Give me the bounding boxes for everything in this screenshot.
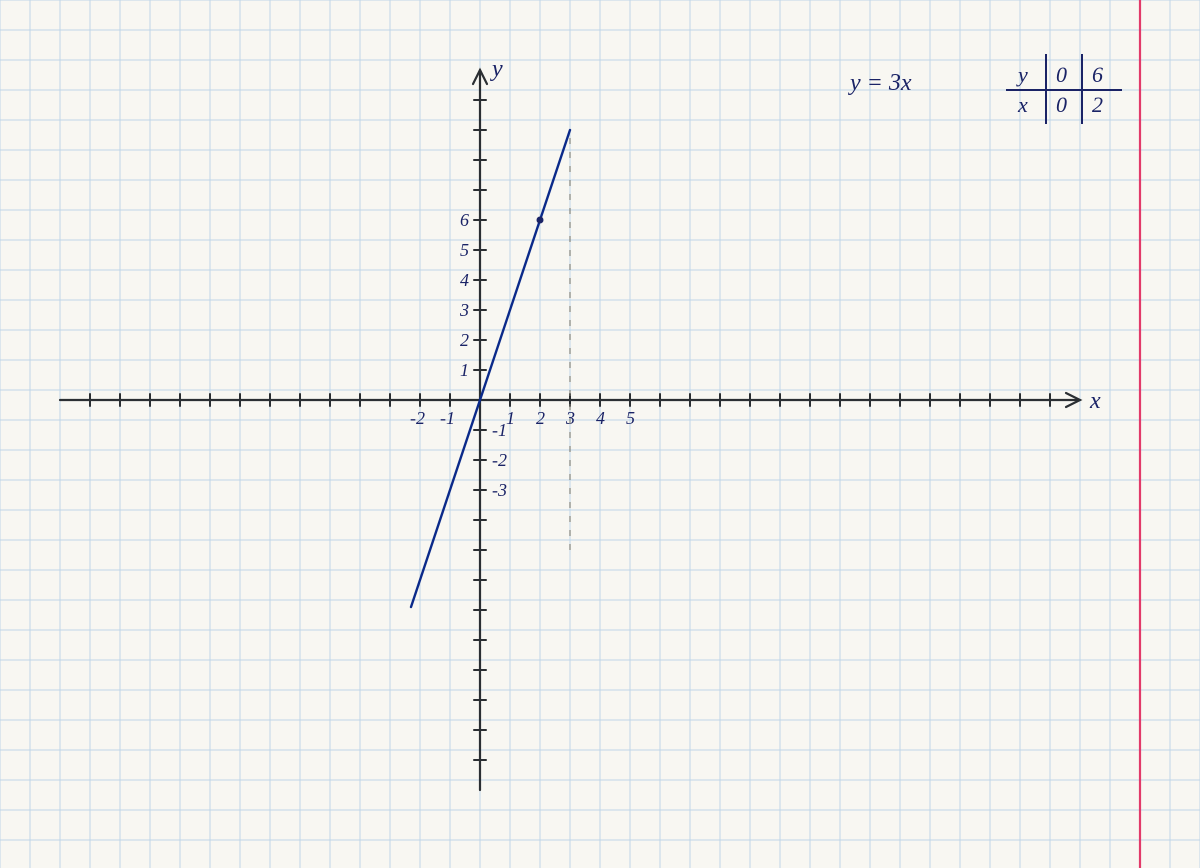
table-cell: 2: [1092, 92, 1103, 117]
y-tick-label: 3: [459, 300, 469, 320]
plotted-point: [537, 217, 544, 224]
y-axis-label: y: [490, 56, 503, 82]
equation-label: y = 3x: [848, 70, 912, 96]
y-tick-label: -1: [492, 420, 507, 440]
table-cell: 0: [1056, 92, 1067, 117]
table-cell: 6: [1092, 62, 1103, 87]
x-tick-label: 2: [536, 408, 545, 428]
y-tick-label: 6: [460, 210, 469, 230]
x-tick-label: -1: [440, 408, 455, 428]
x-tick-label: 5: [626, 408, 635, 428]
table-cell: 0: [1056, 62, 1067, 87]
table-row-label: x: [1017, 92, 1028, 117]
chart-svg: -2-112345-3-2-1123456xyy = 3xy06x02: [0, 0, 1200, 868]
x-tick-label: 1: [506, 408, 515, 428]
y-tick-label: 1: [460, 360, 469, 380]
table-row-label: y: [1016, 62, 1028, 87]
y-tick-label: 2: [460, 330, 469, 350]
y-tick-label: 4: [460, 270, 469, 290]
x-tick-label: 4: [596, 408, 605, 428]
x-axis-label: x: [1089, 388, 1101, 414]
graph-paper-chart: -2-112345-3-2-1123456xyy = 3xy06x02: [0, 0, 1200, 868]
grid: [0, 0, 1200, 868]
y-tick-label: 5: [460, 240, 469, 260]
y-tick-label: -2: [492, 450, 507, 470]
y-tick-label: -3: [492, 480, 507, 500]
x-tick-label: -2: [410, 408, 425, 428]
